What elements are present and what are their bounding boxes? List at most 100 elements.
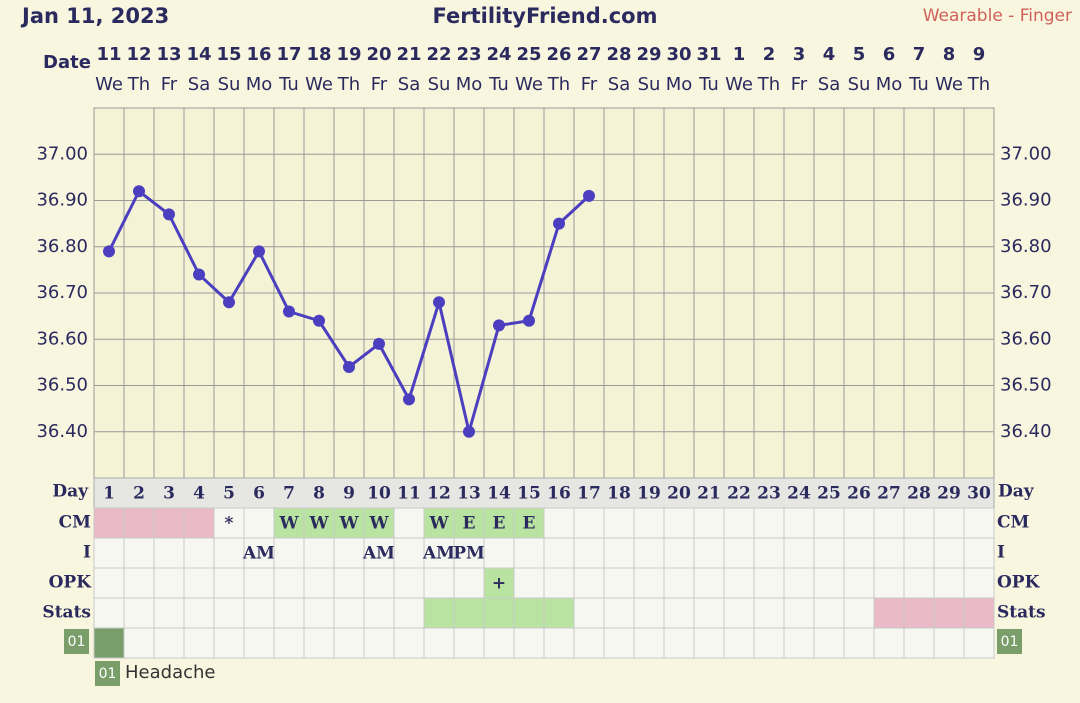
row-label: Day	[52, 482, 89, 502]
temp-point	[283, 305, 295, 318]
cell-text: AM	[242, 544, 275, 564]
day-number: 16	[547, 484, 571, 504]
date-label: 17	[276, 44, 301, 65]
table-cell	[603, 507, 635, 539]
table-cell	[483, 597, 515, 629]
day-number: 18	[607, 484, 631, 504]
table-cell	[393, 507, 425, 539]
date-label: 19	[336, 44, 361, 65]
table-cell	[483, 627, 515, 659]
table-cell	[843, 597, 875, 629]
row-label-right: I	[997, 543, 1005, 563]
day-number: 26	[847, 484, 871, 504]
day-number: 3	[163, 484, 175, 504]
temp-point	[223, 296, 235, 309]
row-label-right: OPK	[997, 573, 1041, 593]
cell-text: W	[308, 514, 329, 534]
y-tick-label: 36.50	[36, 375, 88, 396]
table-cell	[813, 507, 845, 539]
temp-point	[463, 425, 475, 438]
table-cell	[153, 627, 185, 659]
table-cell	[693, 537, 725, 569]
y-tick-label-right: 36.80	[1000, 236, 1052, 257]
table-cell	[723, 567, 755, 599]
table-cell	[273, 537, 305, 569]
table-cell	[153, 537, 185, 569]
table-cell	[903, 597, 935, 629]
table-cell	[123, 537, 155, 569]
day-number: 1	[103, 484, 115, 504]
cell-text: E	[463, 514, 476, 534]
table-cell	[843, 627, 875, 659]
temp-point	[493, 319, 505, 332]
weekday-label: We	[305, 74, 333, 95]
day-number: 27	[877, 484, 901, 504]
date-label: 1	[733, 44, 746, 65]
table-cell	[813, 597, 845, 629]
weekday-label: Tu	[488, 74, 509, 95]
table-cell	[513, 537, 545, 569]
table-cell	[333, 507, 365, 539]
day-number: 7	[283, 484, 295, 504]
table-cell	[573, 597, 605, 629]
cell-text: +	[492, 574, 506, 594]
temp-point	[343, 361, 355, 373]
table-cell	[573, 627, 605, 659]
table-cell	[783, 537, 815, 569]
table-cell	[393, 567, 425, 599]
day-number: 24	[787, 484, 811, 504]
day-number: 9	[343, 484, 355, 504]
table-cell	[633, 627, 665, 659]
y-tick-label: 36.80	[36, 236, 88, 257]
date-label: 24	[486, 44, 511, 65]
y-tick-label: 36.90	[36, 190, 88, 211]
y-tick-label: 37.00	[36, 143, 88, 164]
weekday-label: Th	[547, 74, 570, 95]
date-label: 21	[396, 44, 421, 65]
table-cell	[393, 627, 425, 659]
row-label: CM	[59, 513, 92, 533]
table-cell	[423, 597, 455, 629]
row-label: I	[83, 543, 91, 563]
table-cell	[363, 597, 395, 629]
table-cell	[123, 597, 155, 629]
table-cell	[933, 537, 965, 569]
date-label: 2	[763, 44, 776, 65]
date-label: 6	[883, 44, 896, 65]
table-cell	[183, 627, 215, 659]
table-cell	[633, 537, 665, 569]
date-label: 5	[853, 44, 866, 65]
weekday-label: Fr	[161, 74, 178, 95]
table-cell	[963, 537, 995, 569]
table-cell	[903, 537, 935, 569]
table-cell	[843, 537, 875, 569]
weekday-label: Fr	[371, 74, 388, 95]
day-number: 8	[313, 484, 325, 504]
table-cell	[183, 567, 215, 599]
device-label: Wearable - Finger	[923, 6, 1072, 26]
day-number: 17	[577, 484, 601, 504]
table-cell	[183, 537, 215, 569]
date-label: 14	[186, 44, 211, 65]
temp-point	[433, 296, 445, 309]
cell-text: PM	[453, 544, 485, 564]
cell-text: W	[428, 514, 449, 534]
day-number: 5	[223, 484, 235, 504]
cell-text: AM	[362, 544, 395, 564]
table-cell	[813, 567, 845, 599]
weekday-label: Sa	[398, 74, 420, 95]
table-cell	[873, 507, 905, 539]
day-number: 22	[727, 484, 751, 504]
cell-text: E	[493, 514, 506, 534]
table-cell	[513, 597, 545, 629]
table-cell	[333, 627, 365, 659]
table-cell	[303, 567, 335, 599]
date-label: 11	[96, 44, 121, 65]
table-cell	[153, 507, 185, 539]
weekday-label: Su	[218, 74, 241, 95]
x-label: Date	[43, 52, 91, 73]
date-label: 30	[666, 44, 691, 65]
row-label-right: Day	[998, 482, 1035, 502]
